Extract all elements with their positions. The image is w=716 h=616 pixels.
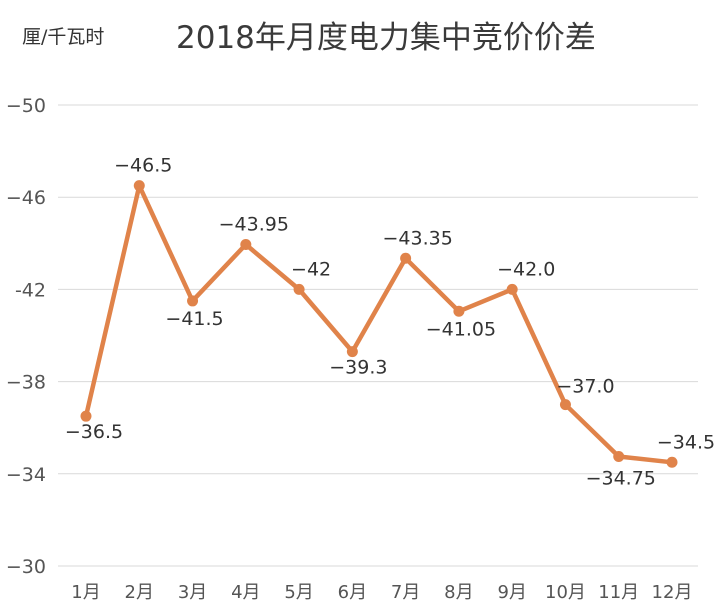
data-label: −46.5 <box>114 155 172 177</box>
data-label: −41.5 <box>165 308 223 330</box>
data-point <box>453 305 465 317</box>
data-point <box>559 399 571 411</box>
x-tick-label: 7月 <box>391 582 420 603</box>
y-axis-unit-label: 厘/千瓦时 <box>22 26 105 48</box>
x-tick-label: 2月 <box>125 582 154 603</box>
data-label: −36.5 <box>65 421 123 443</box>
x-tick-label: 6月 <box>338 582 367 603</box>
x-tick-labels: 1月 2月 3月 4月 5月 6月 7月 8月 9月 10月 11月 12月 <box>71 582 692 603</box>
y-tick-label: −50 <box>6 95 46 117</box>
data-point <box>346 346 358 358</box>
data-point <box>666 456 678 468</box>
x-tick-label: 5月 <box>284 582 313 603</box>
data-label: −37.0 <box>556 376 614 398</box>
series-line-path <box>83 183 675 465</box>
data-label: −34.75 <box>586 468 656 490</box>
x-tick-label: 4月 <box>231 582 260 603</box>
x-tick-label: 1月 <box>71 582 100 603</box>
data-point <box>187 295 199 307</box>
data-point <box>400 252 412 264</box>
y-tick-label: −38 <box>6 372 46 394</box>
data-point <box>506 283 518 295</box>
grid-lines <box>58 104 698 567</box>
y-tick-label: -42 <box>15 279 46 301</box>
y-tick-label: −30 <box>6 556 46 578</box>
y-tick-labels: −50 −46 -42 −38 −34 −30 <box>6 95 46 578</box>
x-tick-label: 10月 <box>545 582 586 603</box>
data-labels: −36.5 −46.5 −41.5 −43.95 −42 −39.3 −43.35 −41.0… <box>65 155 715 490</box>
series-line <box>83 183 675 465</box>
data-point <box>240 238 252 250</box>
data-label: −34.5 <box>657 431 715 453</box>
data-point <box>133 180 145 192</box>
data-label: −42 <box>291 258 331 280</box>
x-tick-label: 8月 <box>444 582 473 603</box>
chart-title: 2018年月度电力集中竞价价差 <box>176 20 596 56</box>
data-label: −43.35 <box>382 227 452 249</box>
x-tick-label: 9月 <box>497 582 526 603</box>
data-label: −43.95 <box>219 213 289 235</box>
data-point <box>613 451 625 463</box>
y-tick-label: −34 <box>6 464 46 486</box>
data-label: −39.3 <box>329 357 387 379</box>
x-tick-label: 12月 <box>652 582 693 603</box>
data-points <box>80 180 678 468</box>
data-label: −41.05 <box>426 318 496 340</box>
data-point <box>80 410 92 422</box>
data-label: −42.0 <box>497 258 555 280</box>
x-tick-label: 3月 <box>178 582 207 603</box>
data-point <box>293 283 305 295</box>
y-tick-label: −46 <box>6 187 46 209</box>
x-tick-label: 11月 <box>598 582 639 603</box>
